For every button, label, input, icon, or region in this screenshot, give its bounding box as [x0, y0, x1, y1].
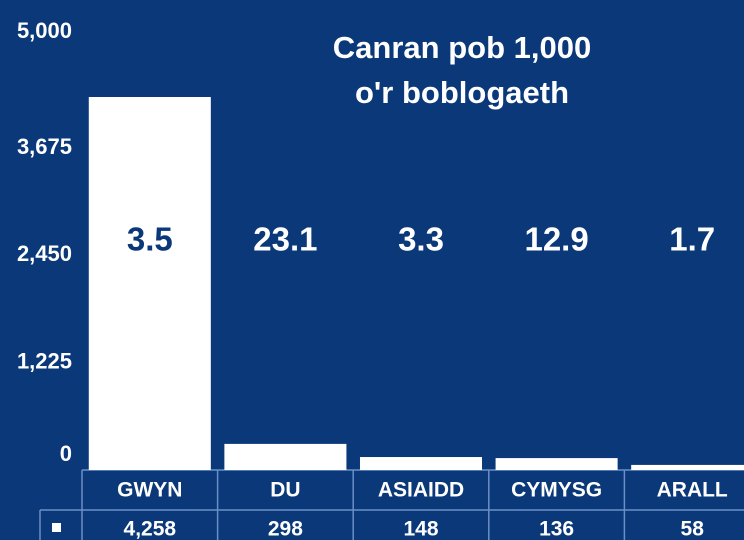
bar	[224, 443, 347, 470]
annotation: 12.9	[524, 221, 588, 258]
annotation: 3.5	[127, 221, 173, 258]
annotation: 1.7	[669, 221, 715, 258]
table-value: 4,258	[124, 518, 177, 540]
x-tick-label: DU	[270, 479, 300, 502]
x-tick-label: CYMYSG	[511, 479, 602, 502]
bar	[359, 457, 483, 470]
chart-title: Canran pob 1,000	[333, 30, 591, 65]
y-tick-label: 5,000	[17, 18, 72, 43]
bar	[495, 458, 618, 470]
x-tick-label: ASIAIDD	[378, 479, 464, 502]
table-value: 298	[268, 518, 303, 540]
x-tick-label: ARALL	[657, 479, 728, 502]
chart-title: o'r boblogaeth	[355, 75, 569, 110]
table-value: 148	[403, 518, 438, 540]
table-value: 136	[539, 518, 574, 540]
y-tick-label: 0	[60, 441, 72, 466]
bar	[631, 464, 744, 470]
annotation: 3.3	[398, 221, 444, 258]
y-tick-label: 3,675	[17, 134, 72, 159]
legend-swatch	[52, 523, 61, 532]
annotation: 23.1	[253, 221, 317, 258]
y-tick-label: 2,450	[17, 241, 72, 266]
x-tick-label: GWYN	[117, 479, 182, 502]
bar	[88, 96, 211, 470]
y-tick-label: 1,225	[17, 349, 72, 374]
table-value: 58	[681, 518, 705, 540]
